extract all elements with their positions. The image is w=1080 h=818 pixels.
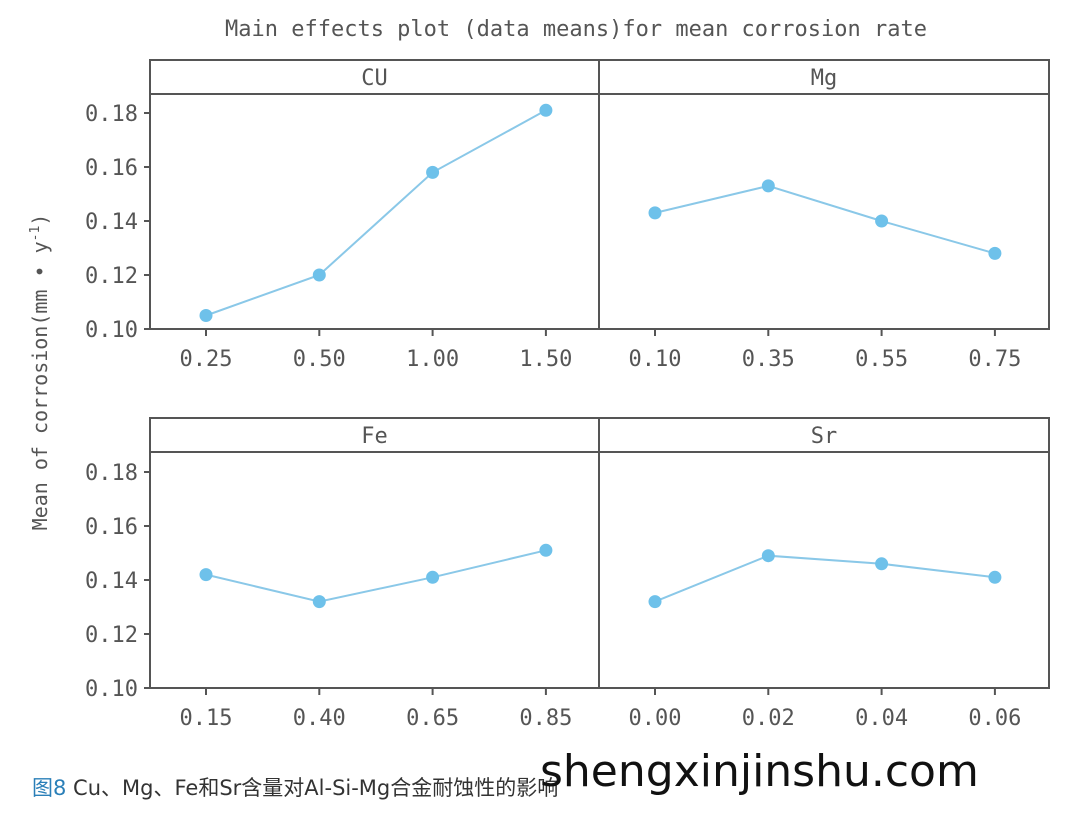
x-tick-label: 0.02 [742, 706, 795, 731]
x-tick-label: 0.04 [855, 706, 908, 731]
x-tick-label: 0.06 [968, 706, 1021, 731]
series-line [205, 109, 547, 317]
panel-strip-label: Fe [361, 424, 388, 449]
y-tick-label: 0.14 [85, 569, 138, 594]
series-line [654, 554, 996, 603]
data-point [199, 568, 213, 582]
data-point [539, 543, 553, 557]
panel-strip-label: Sr [811, 424, 838, 449]
x-tick-label: 0.15 [180, 706, 233, 731]
y-tick-label: 0.12 [85, 264, 138, 289]
panel-strip-label: Mg [811, 66, 838, 91]
x-tick-label: 0.55 [855, 347, 908, 372]
chart-title: Main effects plot (data means)for mean c… [225, 17, 927, 42]
x-tick-label: 1.00 [406, 347, 459, 372]
data-point [648, 206, 662, 220]
x-tick-label: 0.35 [742, 347, 795, 372]
y-tick-label: 0.18 [85, 461, 138, 486]
data-point [426, 165, 440, 179]
y-tick-label: 0.18 [85, 102, 138, 127]
caption-text: Cu、Mg、Fe和Sr含量对Al-Si-Mg合金耐蚀性的影响 [66, 776, 559, 800]
figure-label: 图8 [32, 776, 67, 800]
figure-caption: 图8 Cu、Mg、Fe和Sr含量对Al-Si-Mg合金耐蚀性的影响 [32, 772, 558, 802]
panel-strip-label: CU [361, 66, 388, 91]
x-tick-label: 0.40 [293, 706, 346, 731]
x-tick-label: 0.10 [629, 347, 682, 372]
x-tick-label: 0.75 [968, 347, 1021, 372]
x-tick-label: 0.65 [406, 706, 459, 731]
y-axis-label: Mean of corrosion(mm • y-1) [28, 214, 52, 531]
x-tick-label: 0.25 [180, 347, 233, 372]
y-tick-label: 0.16 [85, 156, 138, 181]
x-tick-label: 1.50 [519, 347, 572, 372]
data-point [539, 103, 553, 117]
data-point [875, 214, 889, 228]
x-tick-label: 0.85 [519, 706, 572, 731]
data-point [988, 246, 1002, 260]
data-point [312, 268, 326, 282]
data-point [648, 595, 662, 609]
data-point [199, 309, 213, 322]
data-point [426, 570, 440, 584]
data-point [312, 595, 326, 609]
y-tick-label: 0.10 [85, 677, 138, 702]
y-tick-label: 0.10 [85, 318, 138, 343]
y-tick-label: 0.16 [85, 515, 138, 540]
data-point [875, 557, 889, 571]
x-tick-label: 0.50 [293, 347, 346, 372]
y-tick-label: 0.12 [85, 623, 138, 648]
x-tick-label: 0.00 [629, 706, 682, 731]
series-line [205, 549, 547, 603]
y-tick-label: 0.14 [85, 210, 138, 235]
data-point [761, 179, 775, 193]
data-point [988, 570, 1002, 584]
watermark-text: shengxinjinshu.com [540, 746, 979, 797]
series-line [654, 184, 996, 255]
data-point [761, 549, 775, 563]
